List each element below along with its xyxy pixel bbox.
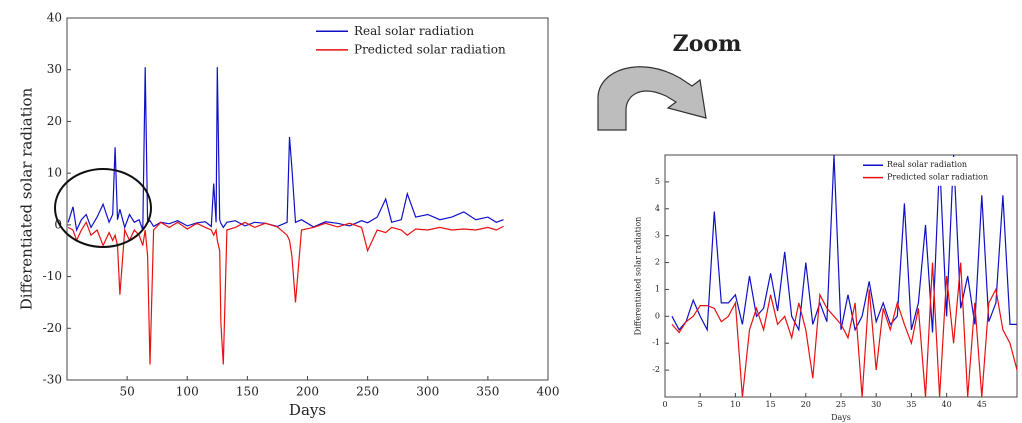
y-tick-label: 30 (47, 62, 62, 76)
series-line (67, 67, 504, 233)
y-tick-label: -30 (43, 373, 62, 387)
plot-area (671, 155, 1017, 397)
series-line (671, 262, 1017, 397)
zoom-arrow (597, 66, 707, 131)
y-tick-label: 20 (47, 114, 62, 128)
y-tick-label: 0 (655, 311, 660, 320)
legend-label: Real solar radiation (354, 24, 474, 38)
x-tick-label: 25 (836, 400, 846, 409)
x-tick-label: 5 (698, 400, 703, 409)
x-tick-label: 30 (871, 400, 881, 409)
y-tick-label: 3 (655, 231, 660, 240)
y-axis-label: Differentiated solar radiation (634, 217, 643, 336)
x-tick-label: 400 (537, 385, 560, 399)
y-tick-label: 1 (655, 284, 660, 293)
x-tick-label: 100 (176, 385, 199, 399)
x-tick-label: 10 (730, 400, 740, 409)
y-tick-label: -20 (43, 321, 62, 335)
highlight-circle (54, 168, 152, 248)
x-tick-label: 40 (942, 400, 952, 409)
y-tick-label: 2 (655, 258, 660, 267)
y-tick-label: -1 (652, 338, 660, 347)
series-line (67, 220, 504, 365)
legend-box (312, 20, 546, 62)
x-tick-label: 0 (662, 400, 667, 409)
x-tick-label: 45 (977, 400, 987, 409)
y-tick-label: 10 (47, 166, 62, 180)
x-tick-label: 35 (906, 400, 916, 409)
plot-frame (664, 154, 1018, 398)
x-tick-label: 350 (476, 385, 499, 399)
x-tick-label: 250 (356, 385, 379, 399)
charts: 50 100 150 200 250 300 350 400-30-20-1001020304… (17, 11, 1018, 422)
legend-box (859, 157, 1015, 186)
legend-label: Predicted solar radiation (887, 173, 988, 182)
legend-label: Real solar radiation (887, 160, 967, 169)
plot-area (67, 67, 504, 365)
x-tick-label: 300 (416, 385, 439, 399)
y-tick-label: -10 (43, 269, 62, 283)
x-tick-label: 15 (766, 400, 776, 409)
plot-frame (66, 17, 549, 381)
x-tick-label: 20 (801, 400, 811, 409)
zoom-label: Zoom (673, 31, 742, 57)
x-tick-label: 50 (119, 385, 134, 399)
y-tick-label: 5 (655, 177, 660, 186)
x-axis-label: Days (289, 401, 326, 419)
y-tick-label: 40 (47, 11, 62, 25)
x-tick-label: 150 (236, 385, 259, 399)
x-axis-label: Days (831, 413, 851, 422)
x-tick-label: 200 (296, 385, 319, 399)
y-tick-label: -2 (652, 365, 660, 374)
y-axis-label: Differentiated solar radiation (17, 87, 35, 310)
legend-label: Predicted solar radiation (354, 42, 506, 56)
y-tick-label: 4 (655, 204, 660, 213)
